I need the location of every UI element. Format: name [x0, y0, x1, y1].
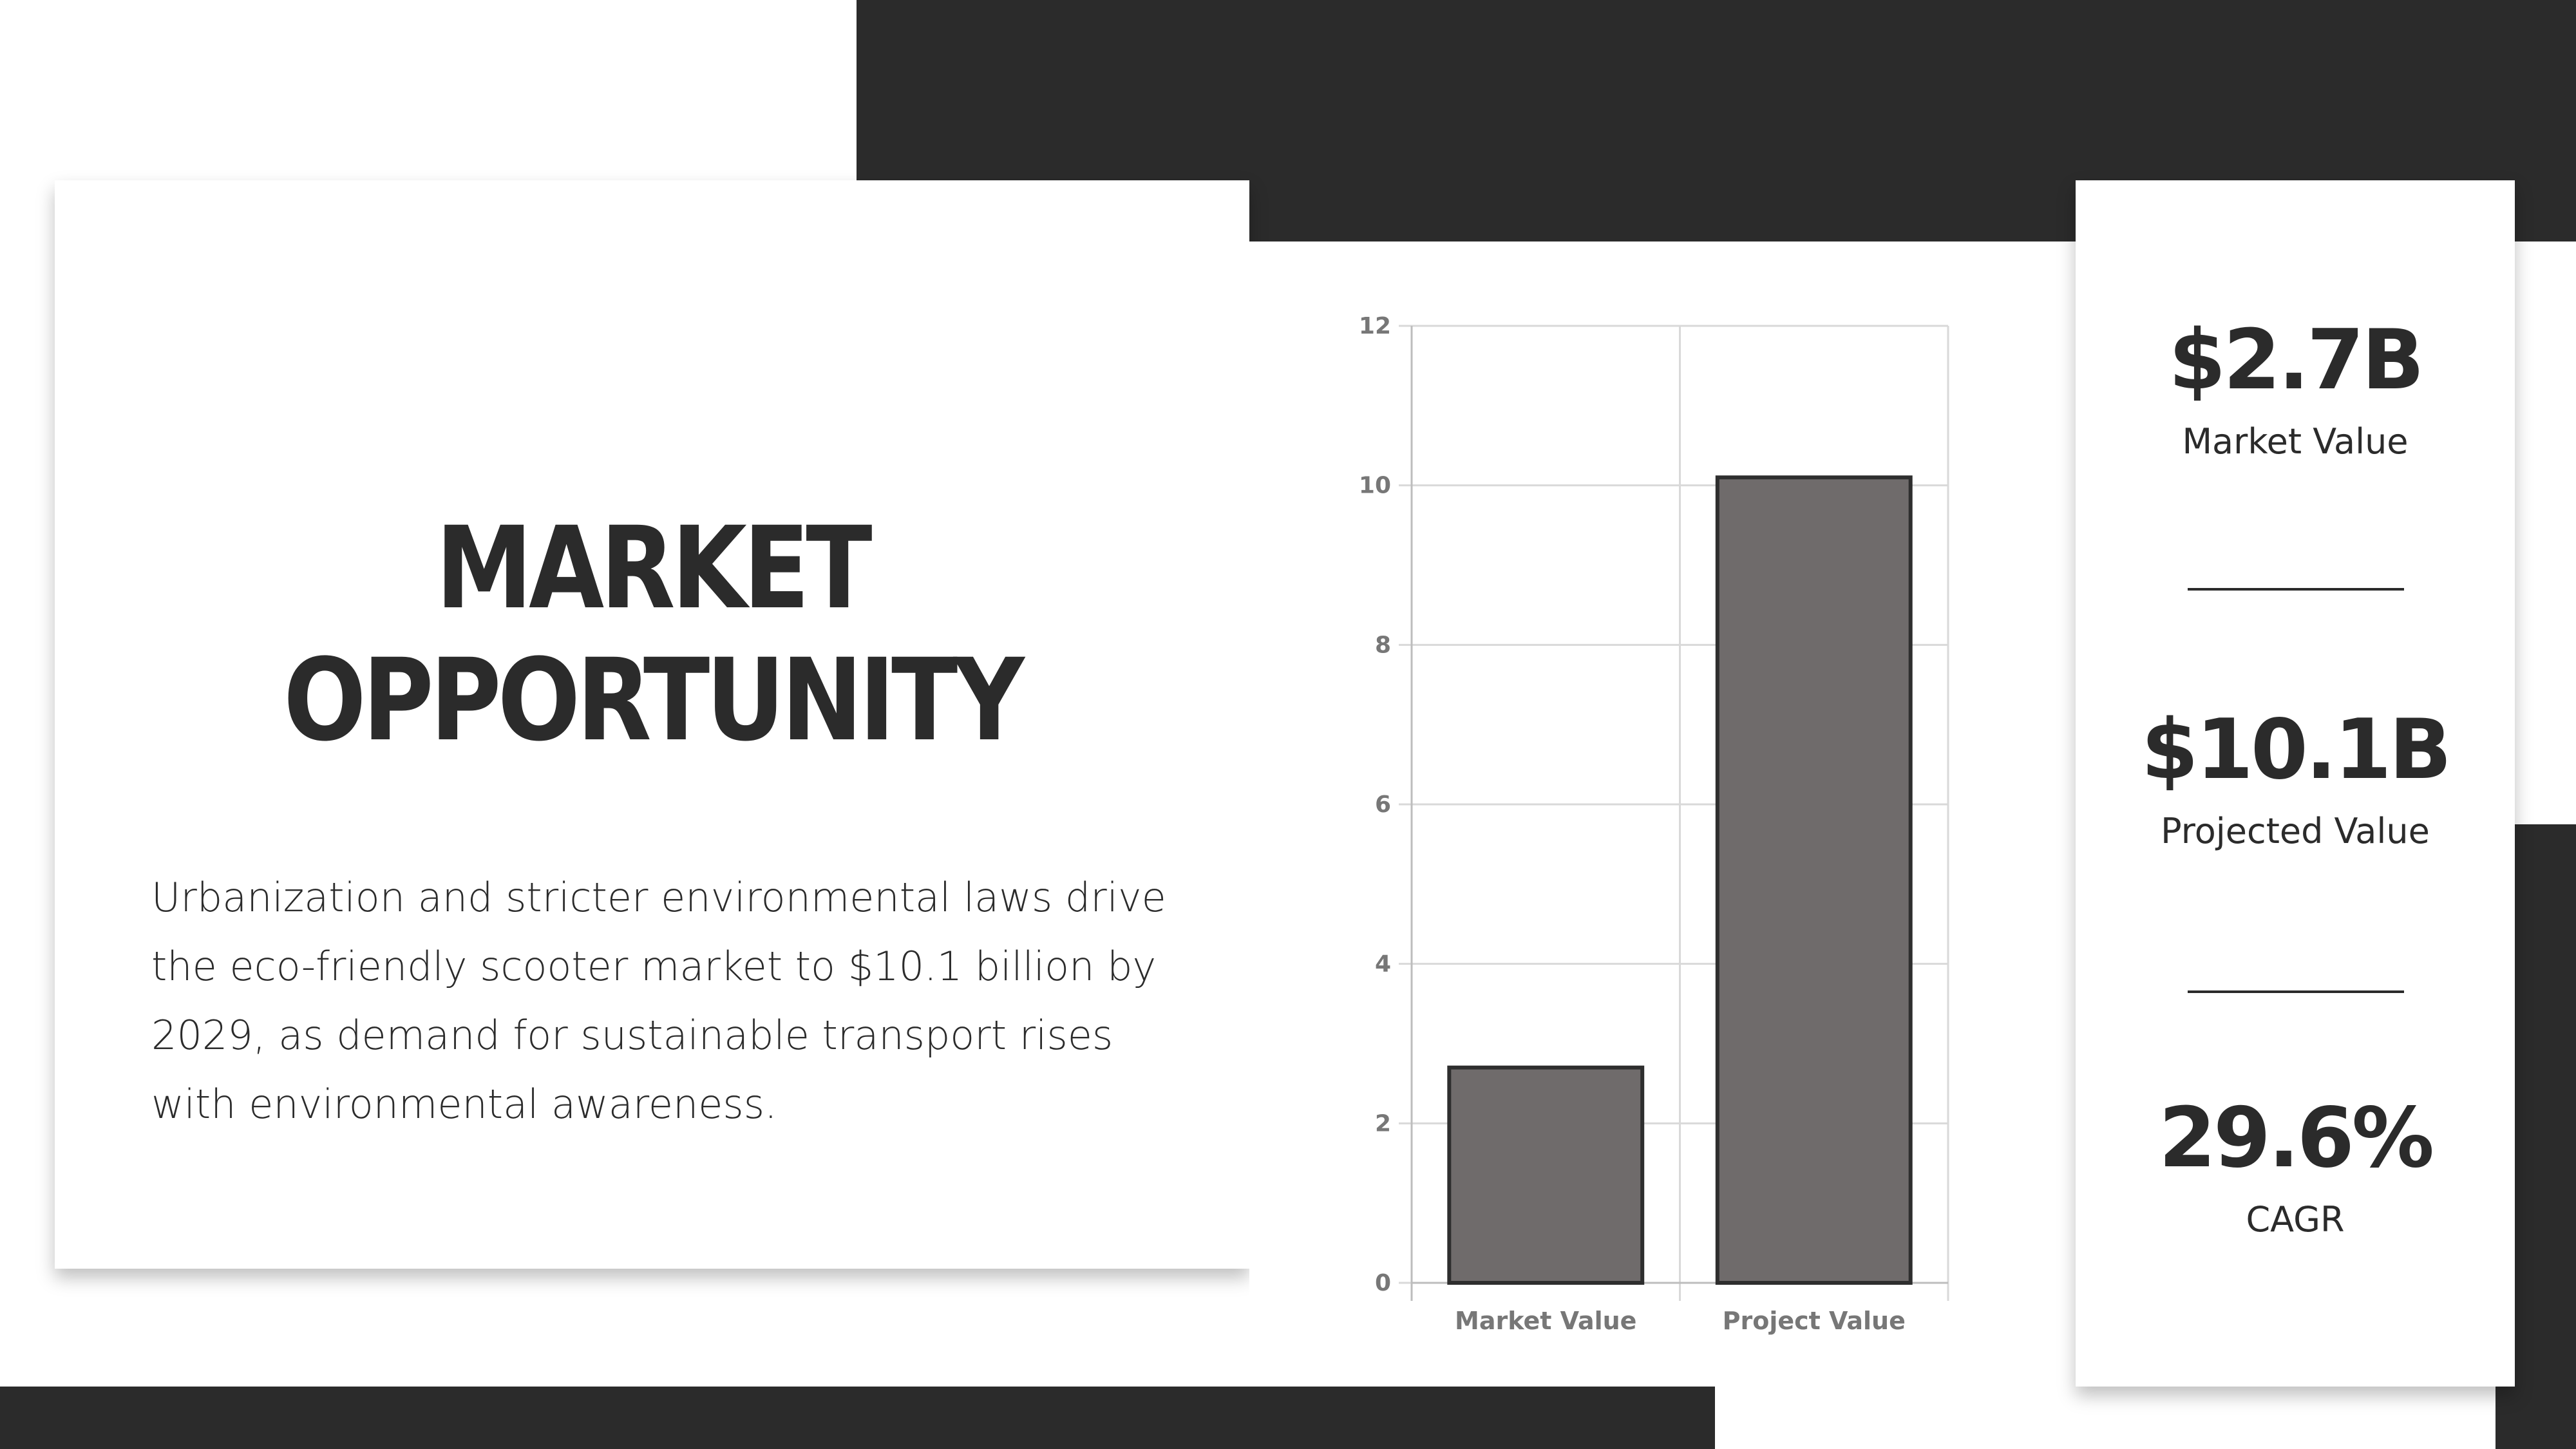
- stat-divider: [2188, 990, 2404, 993]
- stat-label: Projected Value: [2161, 811, 2430, 851]
- stat-value: $10.1B: [2141, 702, 2452, 798]
- y-tick-label: 2: [1375, 1110, 1391, 1137]
- stat-divider: [2188, 588, 2404, 591]
- stat-projected-value: $10.1B Projected Value: [2076, 702, 2515, 851]
- stat-label: Market Value: [2182, 421, 2409, 462]
- y-tick-label: 4: [1375, 951, 1391, 978]
- intro-card: MARKET OPPORTUNITY Urbanization and stri…: [55, 180, 1249, 1269]
- stat-value: $2.7B: [2168, 312, 2424, 408]
- x-tick-label: Market Value: [1455, 1307, 1636, 1335]
- bar-chart: 0 2 4 6 8 10 12 Market Value Project Value: [1359, 313, 1949, 1335]
- stat-value: 29.6%: [2158, 1090, 2434, 1186]
- stat-label: CAGR: [2246, 1199, 2345, 1240]
- y-tick-label: 10: [1359, 473, 1391, 499]
- page-title: MARKET OPPORTUNITY: [283, 502, 1025, 766]
- description-text: Urbanization and stricter environmental …: [151, 874, 1166, 1128]
- stat-market-value: $2.7B Market Value: [2076, 312, 2515, 462]
- y-tick-label: 0: [1375, 1270, 1391, 1296]
- y-tick-label: 6: [1375, 791, 1391, 818]
- stat-cagr: 29.6% CAGR: [2076, 1090, 2515, 1240]
- bottom-decor-band: [0, 1387, 1715, 1449]
- stats-card: $2.7B Market Value $10.1B Projected Valu…: [2076, 180, 2515, 1387]
- y-tick-label: 8: [1375, 632, 1391, 658]
- bar: [1715, 475, 1913, 1285]
- chart-area: 0 2 4 6 8 10 12 Market Value Project Value: [1249, 242, 2076, 1387]
- x-tick-label: Project Value: [1723, 1307, 1906, 1335]
- bar: [1447, 1065, 1645, 1285]
- y-tick-label: 12: [1359, 313, 1391, 339]
